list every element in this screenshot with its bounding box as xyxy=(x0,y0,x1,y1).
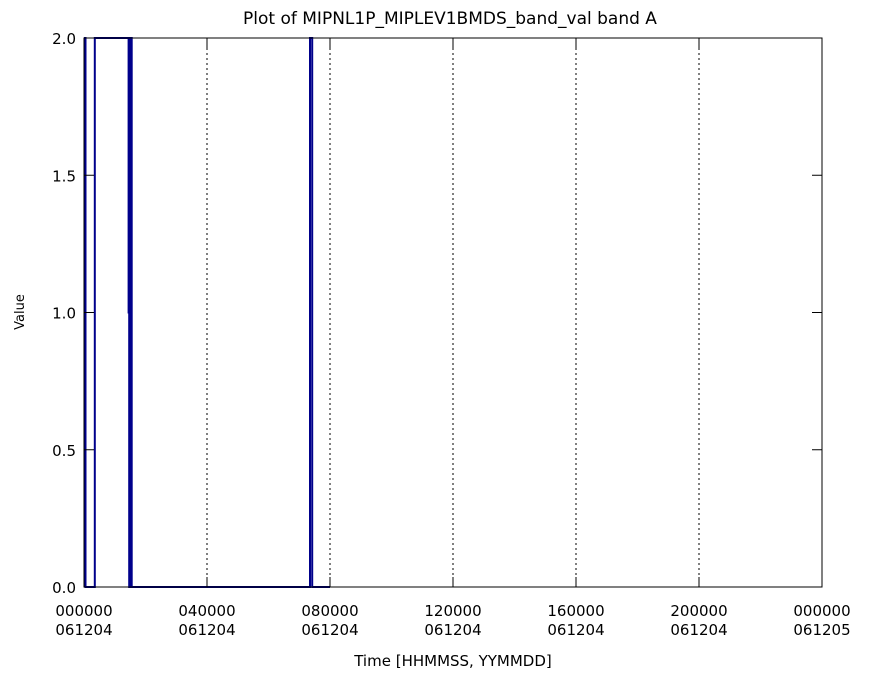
y-tick-label: 0.5 xyxy=(52,442,76,460)
axis-ticks: 0000000612040400000612040800000612041200… xyxy=(52,30,850,639)
y-tick-label: 2.0 xyxy=(52,30,76,48)
x-axis-label: Time [HHMMSS, YYMMDD] xyxy=(353,652,552,670)
x-tick-label-date: 061204 xyxy=(301,621,358,639)
x-tick-label-time: 160000 xyxy=(547,602,604,620)
x-tick-label-date: 061205 xyxy=(793,621,850,639)
y-tick-label: 0.0 xyxy=(52,579,76,597)
x-tick-label-time: 000000 xyxy=(793,602,850,620)
x-tick-label-date: 061204 xyxy=(178,621,235,639)
x-tick-label-time: 040000 xyxy=(178,602,235,620)
x-tick-label-time: 000000 xyxy=(55,602,112,620)
grid-lines xyxy=(206,38,700,587)
y-axis-label: Value xyxy=(13,294,28,330)
y-tick-label: 1.0 xyxy=(52,305,76,323)
chart-title: Plot of MIPNL1P_MIPLEV1BMDS_band_val ban… xyxy=(243,9,657,29)
x-tick-label-time: 080000 xyxy=(301,602,358,620)
x-tick-label-time: 200000 xyxy=(670,602,727,620)
x-tick-label-date: 061204 xyxy=(55,621,112,639)
x-tick-label-date: 061204 xyxy=(670,621,727,639)
y-tick-label: 1.5 xyxy=(52,167,76,185)
x-tick-label-date: 061204 xyxy=(547,621,604,639)
x-tick-label-date: 061204 xyxy=(424,621,481,639)
x-tick-label-time: 120000 xyxy=(424,602,481,620)
